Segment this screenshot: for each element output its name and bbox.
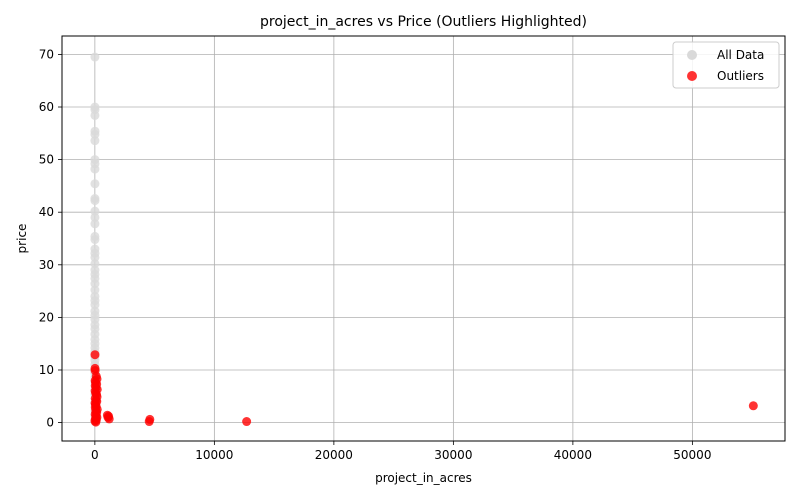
x-tick-label: 50000	[673, 448, 711, 462]
y-tick-label: 10	[39, 363, 54, 377]
legend-box	[672, 41, 780, 89]
y-tick-label: 60	[39, 100, 54, 114]
data-point-outlier	[90, 350, 100, 360]
axis-ticks: 0 10000 20000 30000 40000 50000 0 10 20 30 40 50 60 7…	[39, 47, 712, 462]
legend-label-outliers: Outliers	[717, 69, 764, 83]
legend: All Data Outliers	[672, 41, 780, 89]
data-point-all	[90, 164, 100, 174]
data-point-all	[90, 196, 100, 206]
data-point-outlier	[104, 411, 114, 421]
x-axis-label: project_in_acres	[375, 471, 472, 485]
y-tick-label: 70	[39, 47, 54, 61]
chart-title: project_in_acres vs Price (Outliers High…	[260, 14, 587, 30]
legend-marker-all-data	[687, 50, 697, 60]
data-point-all	[90, 129, 100, 139]
y-tick-label: 50	[39, 153, 54, 167]
data-point-all	[90, 52, 100, 62]
x-tick-label: 0	[91, 448, 99, 462]
y-tick-label: 0	[46, 416, 54, 430]
data-point-all	[90, 259, 100, 269]
legend-marker-outliers	[687, 71, 697, 81]
x-tick-label: 40000	[554, 448, 592, 462]
plot-frame	[61, 35, 786, 442]
data-point-outlier	[242, 417, 252, 427]
data-point-all	[90, 285, 100, 295]
data-point-all	[90, 219, 100, 229]
y-tick-label: 30	[39, 258, 54, 272]
data-point-all	[90, 110, 100, 120]
data-point-outlier	[748, 401, 758, 411]
series-outliers	[90, 350, 758, 427]
grid-lines	[62, 36, 785, 441]
data-point-all	[90, 206, 100, 216]
x-tick-label: 20000	[315, 448, 353, 462]
data-point-outlier	[91, 417, 101, 427]
x-tick-label: 10000	[195, 448, 233, 462]
data-point-all	[90, 252, 100, 262]
legend-label-all-data: All Data	[717, 48, 764, 62]
data-point-all	[90, 279, 100, 289]
data-point-all	[90, 235, 100, 245]
data-point-all	[90, 136, 100, 146]
data-point-all	[90, 179, 100, 189]
data-point-all	[90, 300, 100, 310]
y-tick-label: 40	[39, 205, 54, 219]
y-tick-label: 20	[39, 310, 54, 324]
x-tick-label: 30000	[434, 448, 472, 462]
y-axis-label: price	[15, 224, 29, 254]
data-point-all	[90, 212, 100, 222]
data-point-outlier	[144, 417, 154, 427]
